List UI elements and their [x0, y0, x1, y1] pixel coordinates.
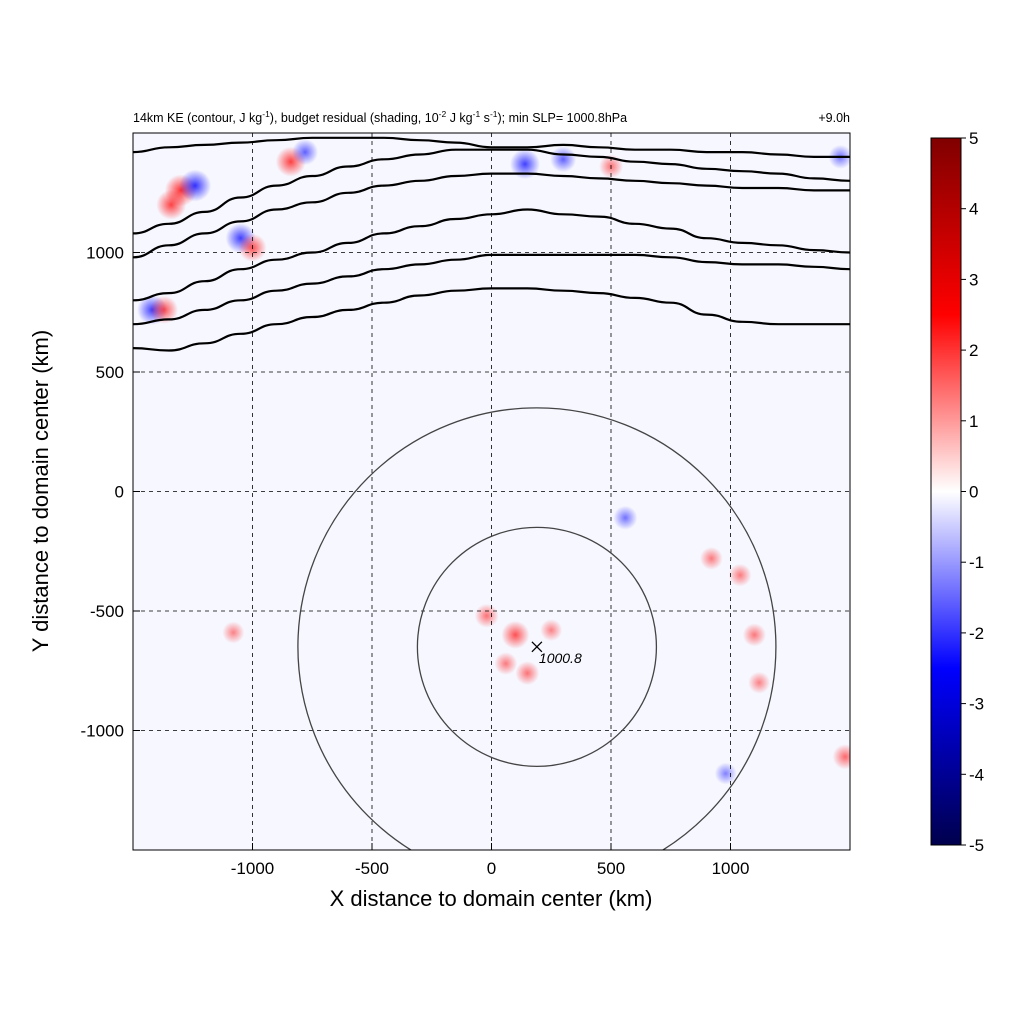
residual-feature-6 — [742, 623, 767, 647]
colorbar-tick-label: 0 — [969, 483, 978, 502]
residual-feature-4 — [540, 619, 563, 642]
residual-feature-9 — [699, 547, 723, 570]
residual-feature-12 — [714, 762, 737, 785]
residual-feature-21 — [292, 139, 319, 166]
ke-contour-5 — [133, 136, 850, 159]
residual-feature-8 — [728, 563, 752, 587]
x-tick-label: 0 — [487, 859, 496, 878]
residual-feature-10 — [222, 621, 245, 644]
residual-feature-7 — [748, 671, 771, 694]
residual-feature-22 — [509, 149, 540, 180]
min-slp-label: 1000.8 — [539, 650, 582, 666]
y-tick-label: -1000 — [81, 722, 124, 741]
ke-contour-1 — [133, 253, 850, 326]
residual-feature-23 — [550, 146, 577, 173]
ke-contour-0 — [133, 287, 850, 352]
y-axis-label: Y distance to domain center (km) — [28, 330, 53, 652]
residual-feature-11 — [832, 744, 850, 770]
colorbar-tick-label: -1 — [969, 553, 984, 572]
ke-contour-3 — [133, 172, 850, 259]
colorbar-tick-label: -5 — [969, 836, 984, 855]
colorbar-tick-label: -2 — [969, 624, 984, 643]
x-tick-label: -1000 — [231, 859, 274, 878]
residual-feature-5 — [613, 505, 638, 530]
range-ring-500km — [416, 526, 658, 767]
y-tick-label: 500 — [96, 363, 124, 382]
colorbar-tick-label: -4 — [969, 765, 984, 784]
y-tick-label: 0 — [115, 483, 124, 502]
time-label: +9.0h — [818, 111, 850, 125]
range-ring-1000km — [297, 407, 777, 850]
residual-feature-1 — [515, 661, 540, 686]
ke-contour-4 — [133, 148, 850, 235]
colorbar-tick-label: 2 — [969, 341, 978, 360]
colorbar-tick-label: 3 — [969, 270, 978, 289]
colorbar-tick-label: -3 — [969, 695, 984, 714]
colorbar-tick-label: 5 — [969, 129, 978, 148]
colorbar-tick-label: 4 — [969, 200, 978, 219]
storm-center: 1000.8 — [531, 641, 582, 666]
storm-center-marker — [531, 641, 543, 653]
colorbar-gradient — [930, 137, 962, 846]
y-tick-label: 1000 — [86, 244, 124, 263]
chart-title: 14km KE (contour, J kg-1), budget residu… — [133, 109, 627, 125]
colorbar-ticks: 5 4 3 2 1 0 -1 -2 -3 -4 -5 — [961, 129, 984, 855]
plot-area: 1000.8 — [133, 133, 850, 850]
x-axis-label: X distance to domain center (km) — [330, 886, 653, 911]
residual-feature-17 — [150, 295, 179, 324]
x-axis: -1000 -500 0 500 1000 — [231, 843, 750, 878]
residual-feature-0 — [501, 620, 530, 649]
x-tick-label: 500 — [597, 859, 625, 878]
x-tick-label: -500 — [355, 859, 389, 878]
y-tick-label: -500 — [90, 602, 124, 621]
ke-contours — [133, 136, 850, 352]
ke-contour-2 — [133, 208, 850, 302]
colorbar: 5 4 3 2 1 0 -1 -2 -3 -4 -5 — [930, 129, 984, 855]
x-tick-label: 1000 — [712, 859, 750, 878]
y-axis: 1000 500 0 -500 -1000 — [81, 244, 140, 741]
residual-feature-3 — [494, 652, 518, 675]
range-rings — [297, 407, 777, 850]
colorbar-tick-label: 1 — [969, 412, 978, 431]
residual-feature-2 — [474, 603, 499, 628]
residual-feature-15 — [179, 169, 212, 202]
residual-feature-14 — [156, 189, 187, 220]
residual-shading — [137, 139, 850, 785]
